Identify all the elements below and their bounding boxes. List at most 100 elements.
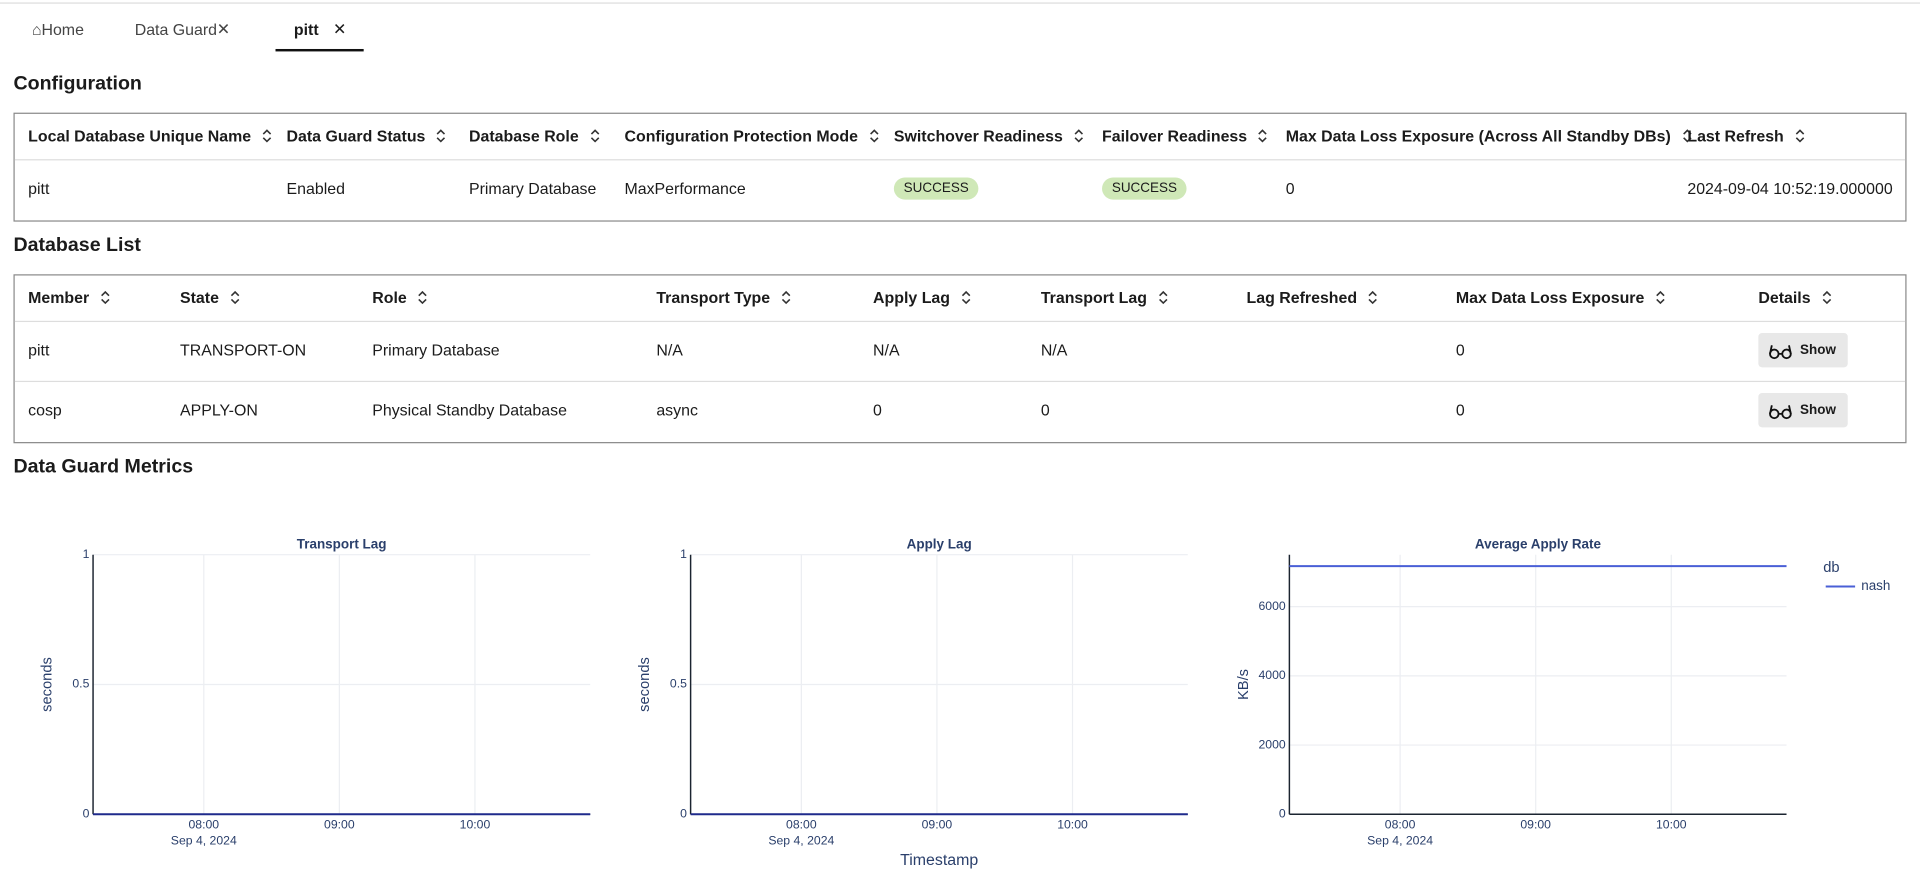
x-tick-label: 09:00 — [324, 818, 355, 832]
table-cell: pitt — [28, 341, 50, 360]
glasses-icon — [1769, 345, 1792, 360]
sort-icon[interactable] — [960, 290, 972, 305]
sort-icon[interactable] — [1157, 290, 1169, 305]
table-cell: Physical Standby Database — [372, 401, 567, 420]
column-header[interactable]: Transport Type — [656, 288, 771, 307]
chart-title: Apply Lag — [907, 536, 972, 551]
table — [13, 112, 1907, 222]
y-tick-label: 0.5 — [670, 677, 687, 691]
sort-icon[interactable] — [99, 290, 111, 305]
show-button[interactable]: Show — [1758, 393, 1849, 428]
sort-icon[interactable] — [261, 129, 273, 144]
x-tick-label: 09:00 — [922, 818, 953, 832]
column-header[interactable]: Transport Lag — [1040, 288, 1147, 307]
sort-icon[interactable] — [780, 290, 792, 305]
section-title: Database List — [13, 235, 141, 256]
row-divider — [14, 380, 1906, 382]
y-tick-label: 0 — [1279, 807, 1286, 821]
column-header[interactable]: Failover Readiness — [1102, 126, 1248, 146]
section-title: Data Guard Metrics — [13, 456, 194, 478]
sort-icon[interactable] — [417, 290, 429, 305]
x-date-label: Sep 4, 2024 — [1367, 833, 1433, 847]
y-tick-label: 1 — [680, 547, 687, 561]
sort-icon[interactable] — [868, 129, 880, 144]
header-divider — [14, 320, 1906, 323]
x-tick-label: 09:00 — [1520, 818, 1551, 832]
y-tick-label: 0.5 — [72, 677, 89, 691]
x-tick-label: 08:00 — [786, 818, 817, 832]
sort-icon[interactable] — [229, 290, 241, 305]
y-tick-label: 0 — [83, 807, 90, 821]
table-cell: MaxPerformance — [624, 179, 746, 198]
y-axis-title: seconds — [637, 657, 653, 712]
x-date-label: Sep 4, 2024 — [768, 833, 834, 847]
sort-icon[interactable] — [435, 129, 447, 144]
column-header[interactable]: Max Data Loss Exposure — [1455, 288, 1645, 307]
y-tick-label: 0 — [680, 807, 687, 821]
table-cell: Enabled — [286, 179, 345, 198]
table-cell: N/A — [656, 341, 683, 360]
column-header[interactable]: Database Role — [468, 126, 579, 146]
column-header[interactable]: State — [180, 288, 219, 307]
table-cell: N/A — [1040, 341, 1068, 360]
sort-icon[interactable] — [1257, 129, 1269, 144]
y-tick-label: 1 — [83, 547, 90, 561]
tab-close[interactable]: ✕ — [333, 19, 347, 38]
column-header[interactable]: Member — [28, 288, 90, 307]
column-header[interactable]: Data Guard Status — [286, 126, 426, 146]
sort-icon[interactable] — [1654, 290, 1666, 305]
y-axis-title: seconds — [40, 657, 56, 712]
x-tick-label: 10:00 — [460, 818, 491, 832]
table-cell: N/A — [873, 341, 900, 360]
sort-icon[interactable] — [1367, 290, 1379, 305]
top-border — [0, 2, 1920, 4]
sort-icon[interactable] — [1681, 129, 1693, 144]
column-header[interactable]: Local Database Unique Name — [28, 126, 252, 146]
sort-icon[interactable] — [1820, 290, 1832, 305]
table-cell: 0 — [1040, 401, 1050, 420]
table-cell: 0 — [1455, 341, 1465, 360]
column-header[interactable]: Max Data Loss Exposure (Across All Stand… — [1285, 126, 1671, 146]
tab-close[interactable]: ✕ — [216, 19, 231, 38]
column-header[interactable]: Last Refresh — [1687, 126, 1784, 146]
y-tick-label: 6000 — [1258, 599, 1285, 613]
tab-underline — [275, 48, 364, 52]
sort-icon[interactable] — [1073, 129, 1085, 144]
table-cell: cosp — [28, 401, 62, 420]
tab-data-guard[interactable]: Data Guard — [134, 20, 217, 39]
column-header[interactable]: Configuration Protection Mode — [624, 126, 858, 146]
table — [13, 274, 1907, 444]
section-title: Configuration — [13, 73, 142, 95]
y-tick-label: 4000 — [1258, 668, 1285, 682]
column-header[interactable]: Apply Lag — [873, 288, 951, 307]
column-header[interactable]: Lag Refreshed — [1246, 288, 1358, 307]
tab-label: Home — [41, 20, 84, 39]
sort-icon[interactable] — [1794, 129, 1806, 144]
status-badge: SUCCESS — [1102, 177, 1187, 200]
show-button[interactable]: Show — [1758, 333, 1849, 368]
sort-icon[interactable] — [588, 129, 600, 144]
table-cell: Primary Database — [468, 179, 597, 198]
table-cell: 2024-09-04 10:52:19.000000 — [1687, 179, 1893, 198]
column-header[interactable]: Details — [1758, 288, 1811, 307]
tab-pitt[interactable]: pitt — [293, 20, 319, 39]
x-tick-label: 08:00 — [188, 818, 219, 832]
status-badge: SUCCESS — [893, 177, 979, 200]
table-cell: 0 — [1285, 179, 1295, 198]
x-tick-label: 10:00 — [1656, 818, 1687, 832]
tab-home[interactable]: ⌂Home — [31, 20, 84, 39]
table-cell: 0 — [873, 401, 882, 420]
x-axis-title: Timestamp — [900, 852, 978, 869]
column-header[interactable]: Switchover Readiness — [893, 126, 1063, 146]
column-header[interactable]: Role — [372, 288, 407, 307]
table-cell: pitt — [28, 179, 50, 198]
legend-title: db — [1823, 560, 1839, 576]
y-tick-label: 2000 — [1258, 737, 1285, 751]
y-axis-title: KB/s — [1236, 669, 1252, 700]
header-divider — [14, 159, 1906, 161]
chart-title: Average Apply Rate — [1475, 536, 1602, 551]
table-cell: TRANSPORT-ON — [180, 341, 307, 360]
chart-title: Transport Lag — [297, 536, 387, 551]
